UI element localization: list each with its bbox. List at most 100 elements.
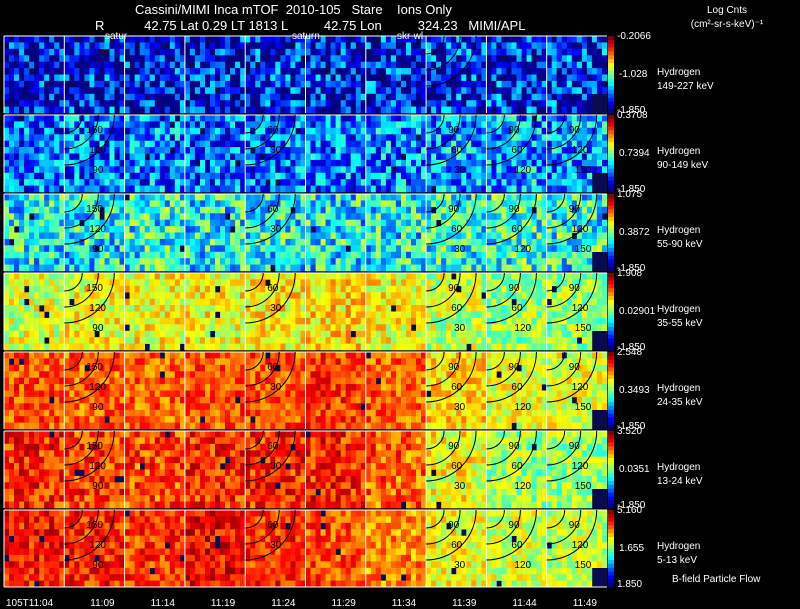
- heatmap-cell: [59, 147, 65, 154]
- heatmap-cell: [516, 245, 522, 252]
- heatmap-cell: [506, 258, 512, 265]
- heatmap-cell: [370, 74, 377, 82]
- heatmap-cell: [406, 80, 412, 88]
- heatmap-cell: [265, 298, 271, 306]
- heatmap-cell: [586, 61, 593, 69]
- heatmap-cell: [164, 159, 171, 167]
- heatmap-cell: [250, 80, 256, 88]
- heatmap-cell: [506, 166, 512, 173]
- heatmap-cell: [561, 80, 568, 88]
- heatmap-cell: [24, 121, 30, 129]
- heatmap-cell: [586, 36, 593, 43]
- heatmap-cell: [315, 121, 321, 129]
- heatmap-cell: [154, 258, 161, 265]
- heatmap-cell: [330, 147, 336, 154]
- heatmap-cell: [19, 226, 25, 233]
- heatmap-cell: [255, 219, 261, 227]
- heatmap-cell: [109, 251, 115, 259]
- heatmap-cell: [109, 121, 115, 129]
- heatmap-cell: [456, 166, 462, 173]
- heatmap-cell: [546, 55, 552, 62]
- heatmap-cell: [255, 226, 261, 233]
- heatmap-cell: [189, 330, 196, 338]
- heatmap-cell: [64, 42, 70, 50]
- heatmap-cell: [531, 232, 537, 240]
- heatmap-cell: [104, 106, 110, 114]
- heatmap-cell: [149, 127, 155, 135]
- heatmap-cell: [124, 100, 130, 107]
- heatmap-cell: [300, 68, 306, 75]
- heatmap-cell: [159, 172, 166, 180]
- heatmap-cell: [330, 194, 336, 201]
- heatmap-cell: [275, 185, 281, 193]
- heatmap-cell: [215, 194, 221, 201]
- heatmap-cell: [210, 42, 216, 50]
- heatmap-cell: [255, 251, 261, 259]
- heatmap-cell: [350, 219, 356, 227]
- heatmap-cell: [275, 115, 281, 122]
- heatmap-cell: [49, 298, 55, 306]
- heatmap-cell: [89, 213, 95, 220]
- heatmap-cell: [285, 140, 291, 148]
- heatmap-cell: [144, 279, 150, 287]
- heatmap-cell: [49, 258, 55, 265]
- heatmap-cell: [89, 115, 95, 122]
- heatmap-cell: [89, 200, 95, 208]
- heatmap-cell: [64, 74, 70, 82]
- heatmap-cell: [491, 61, 497, 69]
- heatmap-cell: [506, 219, 512, 227]
- heatmap-cell: [39, 134, 45, 141]
- contour-line: [486, 114, 521, 150]
- heatmap-cell: [109, 292, 115, 299]
- heatmap-cell: [205, 258, 211, 265]
- heatmap-cell: [285, 115, 291, 122]
- heatmap-cell: [139, 166, 145, 173]
- heatmap-cell: [29, 127, 35, 135]
- heatmap-cell: [139, 134, 145, 141]
- heatmap-cell: [69, 330, 75, 338]
- heatmap-cell: [275, 226, 281, 233]
- heatmap-cell: [134, 285, 140, 293]
- heatmap-cell: [431, 226, 437, 233]
- contour-line: [486, 114, 505, 134]
- heatmap-cell: [305, 106, 311, 114]
- heatmap-cell: [154, 226, 161, 233]
- heatmap-cell: [385, 121, 392, 129]
- heatmap-cell: [235, 251, 241, 259]
- heatmap-cell: [225, 305, 231, 312]
- heatmap-cell: [154, 337, 161, 344]
- heatmap-cell: [174, 36, 181, 43]
- heatmap-cell: [446, 147, 452, 154]
- heatmap-cell: [491, 36, 497, 43]
- heatmap-cell: [441, 258, 447, 265]
- heatmap-cell: [476, 55, 482, 62]
- heatmap-cell: [14, 36, 20, 43]
- heatmap-cell: [431, 134, 437, 141]
- heatmap-cell: [119, 238, 125, 246]
- heatmap-cell: [426, 264, 432, 272]
- heatmap-cell: [235, 330, 241, 338]
- heatmap-cell: [305, 61, 311, 69]
- heatmap-cell: [591, 61, 598, 69]
- heatmap-cell: [556, 200, 562, 208]
- heatmap-cell: [94, 127, 100, 135]
- heatmap-cell: [79, 87, 85, 94]
- heatmap-cell: [300, 87, 306, 94]
- heatmap-cell: [581, 245, 588, 252]
- heatmap-cell: [240, 93, 246, 101]
- heatmap-cell: [94, 80, 100, 88]
- heatmap-cell: [14, 279, 20, 287]
- heatmap-cell: [144, 232, 150, 240]
- heatmap-cell: [139, 127, 145, 135]
- heatmap-cell: [546, 264, 552, 272]
- heatmap-cell: [79, 200, 85, 208]
- heatmap-cell: [184, 185, 191, 193]
- heatmap-cell: [184, 74, 191, 82]
- heatmap-cell: [531, 87, 537, 94]
- heatmap-cell: [54, 185, 60, 193]
- heatmap-cell: [205, 68, 211, 75]
- heatmap-cell: [9, 279, 15, 287]
- heatmap-cell: [139, 226, 145, 233]
- heatmap-cell: [521, 127, 527, 135]
- heatmap-cell: [385, 213, 392, 220]
